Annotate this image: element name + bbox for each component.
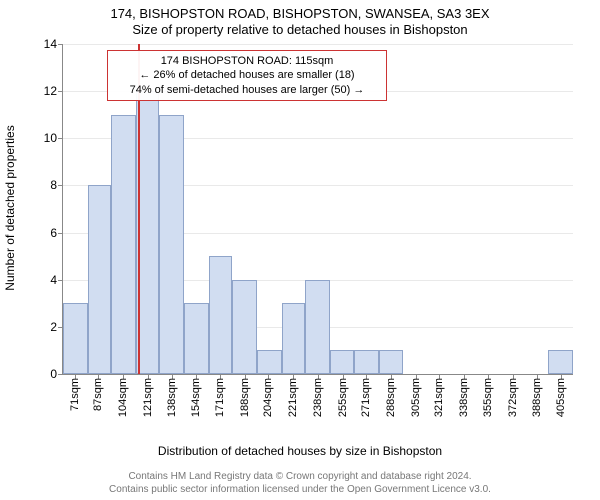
- y-tick-label: 4: [50, 273, 57, 287]
- y-tick-label: 8: [50, 178, 57, 192]
- histogram-bar: [159, 115, 184, 374]
- y-tick-mark: [58, 233, 63, 234]
- x-tick-label: 221sqm: [287, 378, 299, 417]
- histogram-bar: [257, 350, 282, 374]
- chart-subtitle: Size of property relative to detached ho…: [0, 22, 600, 37]
- x-tick-label: 238sqm: [312, 378, 324, 417]
- x-tick-label: 355sqm: [482, 378, 494, 417]
- histogram-bar: [184, 303, 209, 374]
- chart-title-address: 174, BISHOPSTON ROAD, BISHOPSTON, SWANSE…: [0, 6, 600, 21]
- x-tick-label: 71sqm: [69, 378, 81, 411]
- histogram-bar: [305, 280, 330, 374]
- footer-line-1: Contains HM Land Registry data © Crown c…: [0, 471, 600, 484]
- histogram-bar: [282, 303, 305, 374]
- annotation-line-1: 174 BISHOPSTON ROAD: 115sqm: [114, 54, 380, 68]
- y-tick-label: 6: [50, 226, 57, 240]
- annotation-line-2: ← 26% of detached houses are smaller (18…: [114, 68, 380, 82]
- histogram-bar: [330, 350, 355, 374]
- y-tick-label: 14: [44, 37, 57, 51]
- histogram-bar: [354, 350, 379, 374]
- x-tick-label: 372sqm: [507, 378, 519, 417]
- x-tick-label: 305sqm: [410, 378, 422, 417]
- histogram-bar: [63, 303, 88, 374]
- histogram-bar: [88, 185, 111, 374]
- y-tick-mark: [58, 91, 63, 92]
- chart-container: 174, BISHOPSTON ROAD, BISHOPSTON, SWANSE…: [0, 0, 600, 500]
- y-tick-label: 10: [44, 131, 57, 145]
- histogram-bar: [379, 350, 402, 374]
- histogram-bar: [209, 256, 232, 374]
- x-tick-label: 288sqm: [385, 378, 397, 417]
- x-tick-label: 104sqm: [117, 378, 129, 417]
- y-tick-label: 2: [50, 320, 57, 334]
- x-tick-label: 87sqm: [92, 378, 104, 411]
- y-tick-label: 12: [44, 84, 57, 98]
- y-tick-mark: [58, 138, 63, 139]
- x-tick-label: 388sqm: [531, 378, 543, 417]
- annotation-line-3: 74% of semi-detached houses are larger (…: [114, 83, 380, 97]
- x-tick-label: 204sqm: [262, 378, 274, 417]
- footer-line-2: Contains public sector information licen…: [0, 484, 600, 497]
- x-tick-label: 271sqm: [360, 378, 372, 417]
- y-tick-mark: [58, 374, 63, 375]
- x-tick-label: 171sqm: [214, 378, 226, 417]
- x-axis-label: Distribution of detached houses by size …: [0, 444, 600, 458]
- histogram-bar: [111, 115, 136, 374]
- y-axis-label: Number of detached properties: [3, 125, 17, 290]
- x-tick-label: 154sqm: [190, 378, 202, 417]
- x-tick-label: 121sqm: [142, 378, 154, 417]
- x-tick-label: 405sqm: [555, 378, 567, 417]
- x-tick-label: 188sqm: [239, 378, 251, 417]
- plot-area: 0246810121471sqm87sqm104sqm121sqm138sqm1…: [62, 44, 573, 375]
- x-tick-label: 255sqm: [337, 378, 349, 417]
- attribution-footer: Contains HM Land Registry data © Crown c…: [0, 471, 600, 496]
- y-tick-mark: [58, 280, 63, 281]
- annotation-box: 174 BISHOPSTON ROAD: 115sqm← 26% of deta…: [107, 50, 387, 101]
- histogram-bar: [548, 350, 573, 374]
- y-tick-label: 0: [50, 367, 57, 381]
- histogram-bar: [232, 280, 257, 374]
- y-tick-mark: [58, 185, 63, 186]
- y-tick-mark: [58, 44, 63, 45]
- x-tick-label: 138sqm: [166, 378, 178, 417]
- x-tick-label: 321sqm: [433, 378, 445, 417]
- x-tick-label: 338sqm: [458, 378, 470, 417]
